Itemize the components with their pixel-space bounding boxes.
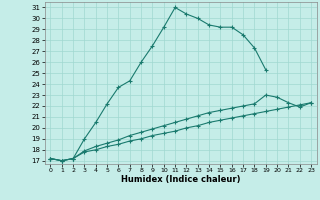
- X-axis label: Humidex (Indice chaleur): Humidex (Indice chaleur): [121, 175, 241, 184]
